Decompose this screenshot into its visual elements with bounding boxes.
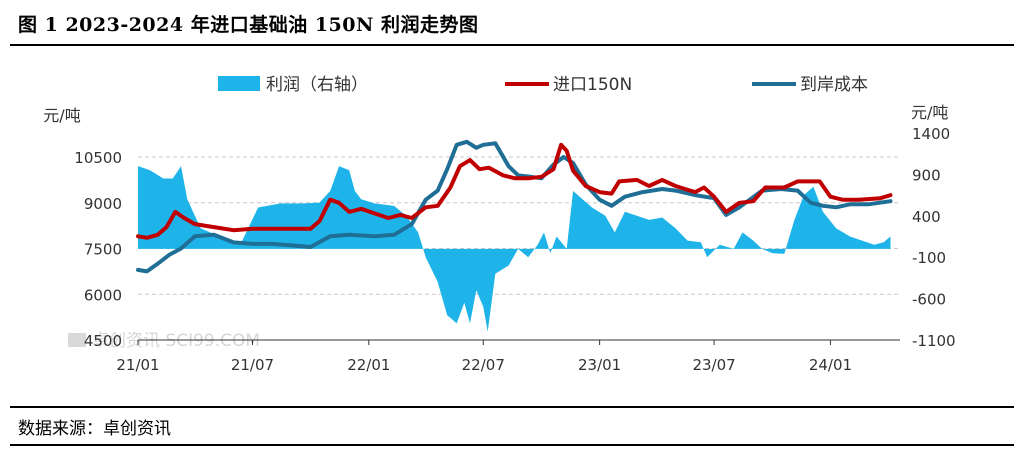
x-tick-label: 23/07 — [692, 356, 735, 374]
y-right-tick-label: 900 — [912, 166, 941, 184]
y-left-tick-label: 4500 — [84, 332, 122, 350]
y-left-tick-label: 7500 — [84, 241, 122, 259]
y-left-tick-label: 6000 — [84, 286, 122, 304]
x-tick-label: 21/01 — [116, 356, 159, 374]
x-tick-label: 23/01 — [578, 356, 621, 374]
source-note: 数据来源：卓创资讯 — [18, 419, 171, 439]
y-right-tick-label: -100 — [912, 249, 946, 267]
axes-layer: 10500 9000 7500 6000 4500 元/吨 1400 900 400 -100 -6… — [43, 103, 955, 374]
x-tick-label: 22/07 — [462, 356, 505, 374]
y-left-tick-label: 9000 — [84, 195, 122, 213]
y-right-tick-label: 400 — [912, 208, 941, 226]
watermark-text: 卓创资讯 SCI99.COM — [92, 331, 260, 351]
legend-swatch-profit — [218, 76, 260, 91]
bottom-rule — [10, 444, 1014, 446]
legend: 利润（右轴） 进口150N 到岸成本 — [218, 75, 868, 95]
import-150n-line — [136, 142, 893, 240]
legend-label-profit: 利润（右轴） — [266, 75, 368, 95]
price-lines-layer — [136, 139, 893, 274]
y-right-tick-label: 1400 — [912, 125, 950, 143]
top-rule — [10, 44, 1014, 46]
watermark-logo: 卓创资讯 SCI99.COM — [68, 331, 260, 351]
x-tick-label: 22/01 — [347, 356, 390, 374]
x-tick-label: 21/07 — [231, 356, 274, 374]
source-top-rule — [10, 406, 1014, 408]
legend-label-landed-cost: 到岸成本 — [800, 75, 868, 95]
y-right-tick-label: -600 — [912, 291, 946, 309]
watermark-mark — [68, 333, 86, 347]
y-right-unit-label: 元/吨 — [911, 103, 948, 122]
x-tick-label: 24/01 — [809, 356, 852, 374]
landed-cost-line — [136, 139, 893, 274]
y-right-tick-label: -1100 — [912, 332, 956, 350]
legend-label-import150n: 进口150N — [553, 75, 632, 95]
y-left-unit-label: 元/吨 — [43, 106, 80, 125]
figure-title: 图 1 2023-2024 年进口基础油 150N 利润走势图 — [18, 14, 479, 36]
y-left-tick-label: 10500 — [74, 149, 122, 167]
